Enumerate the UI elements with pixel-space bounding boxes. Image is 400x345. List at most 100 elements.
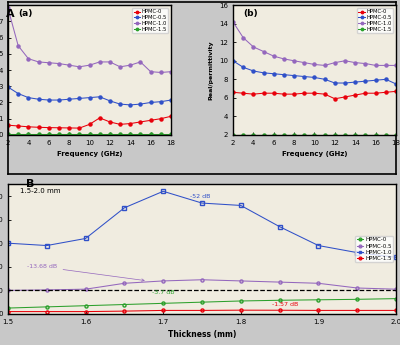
HPMC-0.5 bbox=[312, 76, 317, 80]
HPMC-0 bbox=[56, 126, 61, 130]
HPMC-0.5 bbox=[138, 102, 143, 106]
HPMC-1.5 bbox=[394, 308, 398, 313]
Text: -3.7 dB: -3.7 dB bbox=[152, 290, 174, 295]
HPMC-1.0 bbox=[169, 70, 174, 74]
Text: (a): (a) bbox=[18, 9, 32, 18]
HPMC-1.0 bbox=[230, 20, 235, 24]
HPMC-1.0 bbox=[161, 189, 166, 193]
HPMC-1.5 bbox=[83, 309, 88, 314]
HPMC-0.5 bbox=[46, 98, 51, 102]
HPMC-0.5 bbox=[282, 72, 286, 77]
HPMC-0.5 bbox=[241, 65, 246, 69]
HPMC-0 bbox=[128, 121, 133, 126]
HPMC-0.5 bbox=[332, 81, 337, 85]
HPMC-0.5 bbox=[118, 102, 122, 106]
HPMC-1.5 bbox=[36, 132, 41, 136]
HPMC-0.5 bbox=[16, 91, 20, 96]
HPMC-0.5 bbox=[108, 99, 112, 103]
HPMC-1.5 bbox=[128, 132, 133, 136]
HPMC-0 bbox=[169, 114, 174, 118]
HPMC-1.0 bbox=[316, 244, 321, 248]
HPMC-0 bbox=[122, 303, 127, 307]
HPMC-1.5 bbox=[355, 308, 360, 313]
HPMC-1.5 bbox=[46, 132, 51, 136]
HPMC-0 bbox=[6, 123, 10, 127]
HPMC-0.5 bbox=[87, 96, 92, 100]
HPMC-1.0 bbox=[292, 59, 296, 63]
HPMC-1.5 bbox=[6, 132, 10, 136]
HPMC-0 bbox=[83, 304, 88, 308]
HPMC-0 bbox=[46, 126, 51, 130]
HPMC-1.5 bbox=[282, 133, 286, 137]
HPMC-0.5 bbox=[292, 73, 296, 78]
HPMC-1.5 bbox=[158, 132, 163, 136]
HPMC-0.5 bbox=[322, 77, 327, 81]
HPMC-0.5 bbox=[77, 96, 82, 100]
Text: A: A bbox=[6, 9, 15, 19]
HPMC-1.0 bbox=[148, 70, 153, 74]
HPMC-1.0 bbox=[138, 60, 143, 64]
HPMC-1.0 bbox=[128, 63, 133, 67]
HPMC-0.5 bbox=[363, 79, 368, 83]
HPMC-1.0 bbox=[373, 63, 378, 68]
HPMC-1.0 bbox=[363, 61, 368, 66]
HPMC-1.5 bbox=[87, 132, 92, 136]
HPMC-1.5 bbox=[241, 133, 246, 137]
HPMC-0 bbox=[230, 90, 235, 94]
HPMC-0 bbox=[138, 120, 143, 124]
HPMC-1.5 bbox=[26, 132, 31, 136]
Text: -13.68 dB: -13.68 dB bbox=[27, 264, 144, 282]
Line: HPMC-1.5: HPMC-1.5 bbox=[232, 134, 398, 136]
HPMC-0 bbox=[67, 126, 72, 130]
HPMC-1.0 bbox=[251, 45, 256, 49]
Legend: HPMC-0, HPMC-0.5, HPMC-1.0, HPMC-1.5: HPMC-0, HPMC-0.5, HPMC-1.0, HPMC-1.5 bbox=[132, 8, 168, 33]
HPMC-0.5 bbox=[36, 97, 41, 101]
HPMC-1.0 bbox=[261, 49, 266, 53]
HPMC-1.0 bbox=[46, 61, 51, 65]
HPMC-0.5 bbox=[302, 75, 307, 79]
HPMC-0 bbox=[26, 125, 31, 129]
HPMC-1.5 bbox=[302, 133, 307, 137]
HPMC-1.0 bbox=[77, 65, 82, 69]
HPMC-0.5 bbox=[6, 85, 10, 89]
HPMC-0.5 bbox=[44, 288, 49, 292]
HPMC-1.0 bbox=[6, 241, 10, 245]
HPMC-1.0 bbox=[6, 6, 10, 10]
HPMC-1.0 bbox=[26, 57, 31, 61]
X-axis label: Frequency (GHz): Frequency (GHz) bbox=[282, 151, 347, 157]
HPMC-1.0 bbox=[87, 63, 92, 67]
HPMC-0.5 bbox=[169, 98, 174, 102]
HPMC-1.0 bbox=[118, 65, 122, 69]
HPMC-0 bbox=[118, 122, 122, 126]
HPMC-1.5 bbox=[312, 133, 317, 137]
HPMC-1.0 bbox=[56, 61, 61, 66]
HPMC-1.0 bbox=[67, 63, 72, 67]
HPMC-1.0 bbox=[238, 203, 243, 207]
HPMC-0.5 bbox=[128, 103, 133, 107]
Line: HPMC-1.5: HPMC-1.5 bbox=[6, 132, 172, 136]
HPMC-0.5 bbox=[56, 98, 61, 102]
HPMC-0.5 bbox=[316, 281, 321, 285]
Line: HPMC-0.5: HPMC-0.5 bbox=[6, 278, 398, 292]
HPMC-1.5 bbox=[277, 308, 282, 312]
HPMC-0 bbox=[277, 298, 282, 302]
HPMC-0.5 bbox=[6, 288, 10, 293]
HPMC-1.5 bbox=[343, 133, 348, 137]
HPMC-1.5 bbox=[200, 308, 204, 313]
HPMC-0 bbox=[251, 92, 256, 96]
HPMC-0.5 bbox=[353, 80, 358, 84]
HPMC-1.5 bbox=[16, 132, 20, 136]
HPMC-1.0 bbox=[241, 36, 246, 40]
Line: HPMC-0: HPMC-0 bbox=[232, 90, 398, 100]
HPMC-0 bbox=[16, 124, 20, 128]
HPMC-0 bbox=[271, 91, 276, 95]
HPMC-1.5 bbox=[394, 133, 398, 137]
HPMC-1.5 bbox=[363, 133, 368, 137]
Text: B: B bbox=[26, 179, 34, 189]
Legend: HPMC-0, HPMC-0.5, HPMC-1.0, HPMC-1.5: HPMC-0, HPMC-0.5, HPMC-1.0, HPMC-1.5 bbox=[357, 8, 393, 33]
HPMC-0.5 bbox=[26, 96, 31, 100]
HPMC-0.5 bbox=[97, 95, 102, 99]
HPMC-1.0 bbox=[97, 60, 102, 64]
HPMC-0.5 bbox=[373, 78, 378, 82]
HPMC-1.5 bbox=[122, 309, 127, 313]
